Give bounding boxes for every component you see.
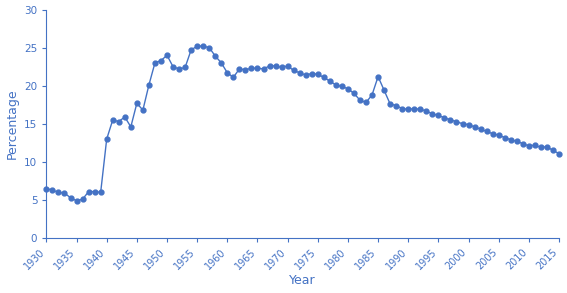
- Y-axis label: Percentage: Percentage: [6, 88, 19, 159]
- X-axis label: Year: Year: [289, 275, 316, 287]
